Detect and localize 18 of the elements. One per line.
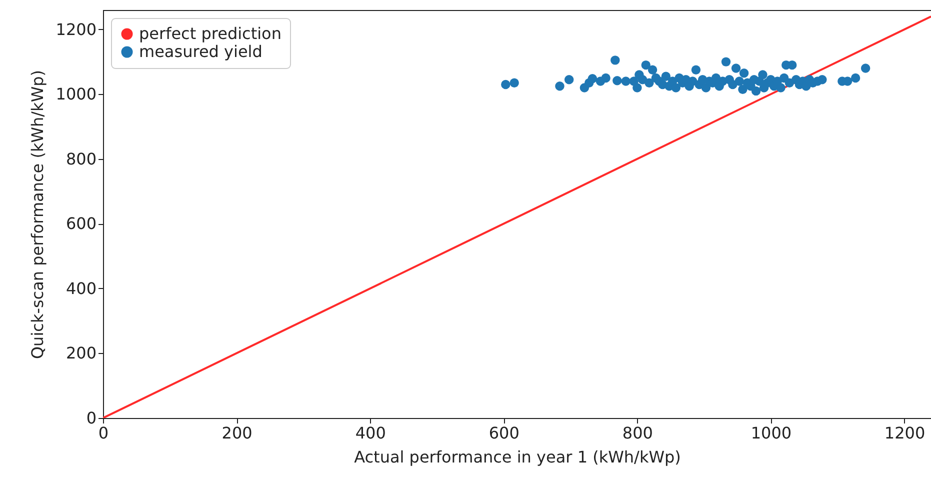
x-tick-label: 800	[622, 424, 653, 442]
x-tick-label: 400	[355, 424, 386, 442]
x-tick-label: 1000	[750, 424, 792, 442]
x-tick-label: 200	[222, 424, 252, 442]
x-tick-label: 600	[488, 424, 520, 442]
y-tick-label: 600	[66, 214, 96, 234]
y-tick-label: 1000	[56, 84, 96, 104]
x-tick-label: 0	[98, 424, 109, 442]
y-tick-label: 800	[66, 149, 96, 168]
y-tick-label: 400	[66, 278, 96, 298]
y-tick-label: 200	[66, 344, 96, 363]
y-tick-label: 1200	[56, 20, 96, 39]
y-tick-label: 0	[86, 408, 96, 428]
legend-label: perfect prediction	[139, 24, 282, 43]
y-axis-title: Quick-scan performance (kWh/kWp)	[28, 70, 47, 360]
x-tick-label: 1200	[884, 424, 926, 442]
x-axis-title: Actual performance in year 1 (kWh/kWp)	[354, 448, 681, 466]
legend-label: measured yield	[139, 42, 262, 61]
